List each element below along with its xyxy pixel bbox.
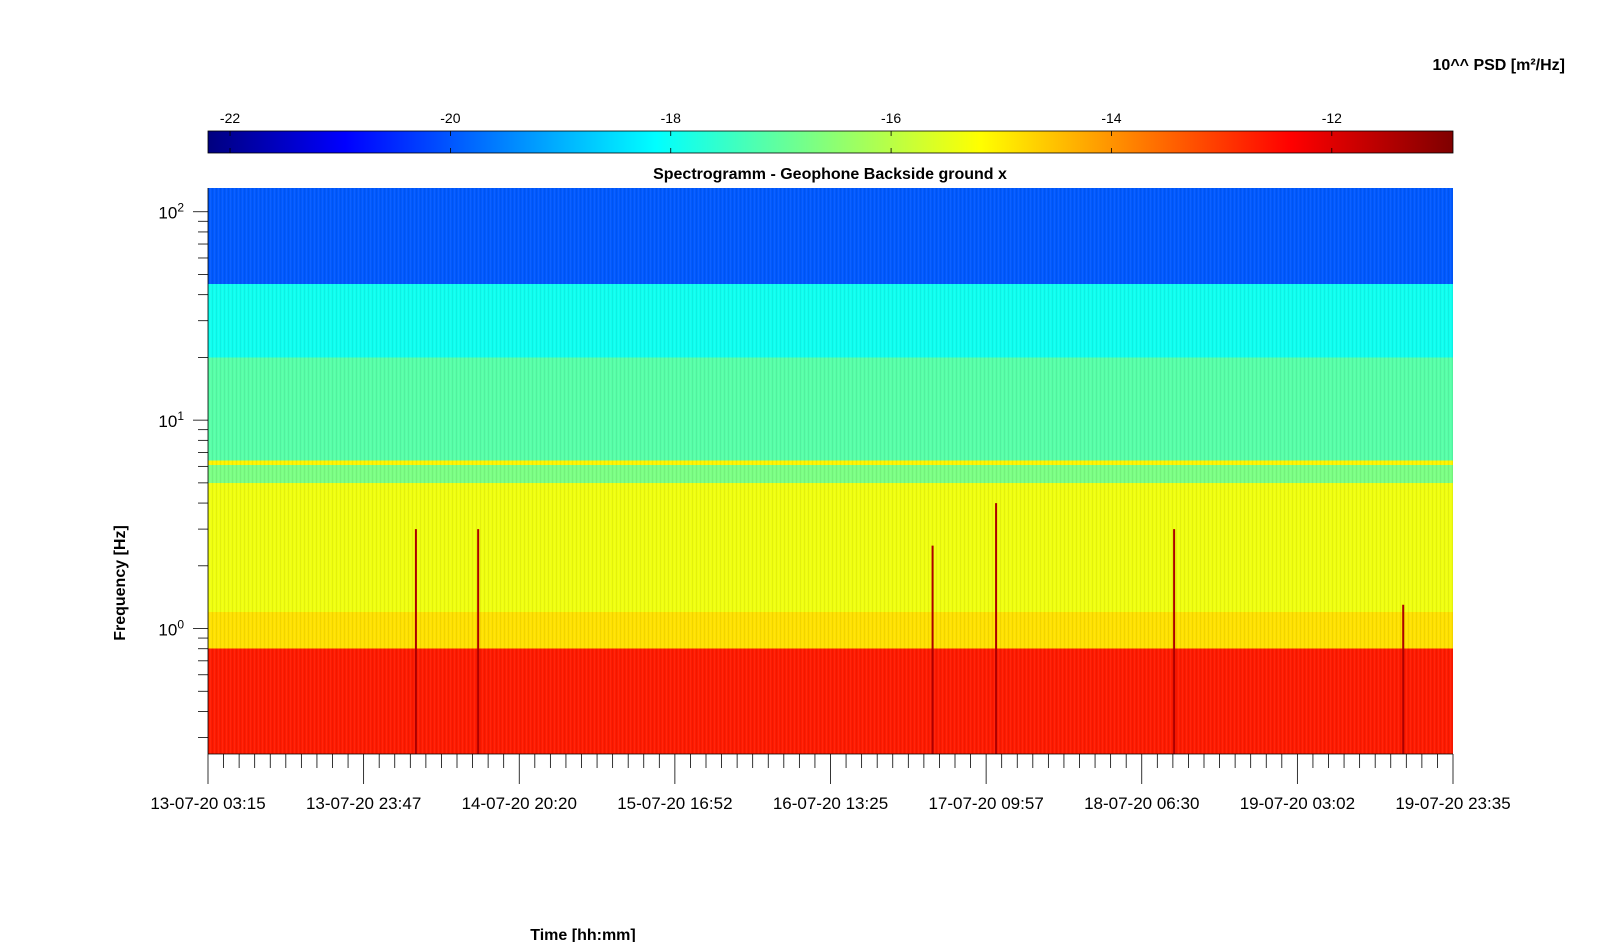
x-tick-label: 19-07-20 03:02: [1240, 794, 1355, 813]
colorbar: -22 -20 -18 -16 -14 -12: [207, 110, 1454, 154]
x-tick-label: 14-07-20 20:20: [462, 794, 577, 813]
colorbar-ticks: -22 -20 -18 -16 -14 -12: [220, 110, 1342, 153]
x-tick-label: 16-07-20 13:25: [773, 794, 888, 813]
x-tick-label: 17-07-20 09:57: [928, 794, 1043, 813]
colorbar-tick-label: -12: [1322, 110, 1342, 126]
y-tick-label: 102: [158, 201, 184, 223]
colorbar-label: 10^^ PSD [m²/Hz]: [1433, 57, 1565, 74]
transient-events: [414, 503, 1405, 754]
colorbar-tick-label: -16: [881, 110, 901, 126]
chart-title: Spectrogramm - Geophone Backside ground …: [653, 166, 1007, 183]
y-axis: 100 101 102: [158, 188, 209, 754]
spectrogram-plot-area: [208, 188, 1453, 754]
x-tick-label: 13-07-20 03:15: [150, 794, 265, 813]
spectrogram-texture: [208, 188, 1453, 754]
x-tick-label: 19-07-20 23:35: [1395, 794, 1510, 813]
x-tick-label: 13-07-20 23:47: [306, 794, 421, 813]
y-axis-label: Frequency [Hz]: [112, 525, 129, 641]
colorbar-tick-label: -20: [440, 110, 460, 126]
y-tick-label: 100: [158, 618, 184, 640]
x-axis: 13-07-20 03:15 13-07-20 23:47 14-07-20 20:…: [150, 753, 1511, 813]
y-tick-label: 101: [158, 409, 184, 431]
x-tick-label: 15-07-20 16:52: [617, 794, 732, 813]
x-axis-label: Time [hh:mm]: [530, 927, 635, 942]
x-tick-label: 18-07-20 06:30: [1084, 794, 1199, 813]
colorbar-tick-label: -14: [1101, 110, 1121, 126]
colorbar-tick-label: -22: [220, 110, 240, 126]
colorbar-tick-label: -18: [661, 110, 681, 126]
colorbar-gradient: [207, 130, 1454, 154]
